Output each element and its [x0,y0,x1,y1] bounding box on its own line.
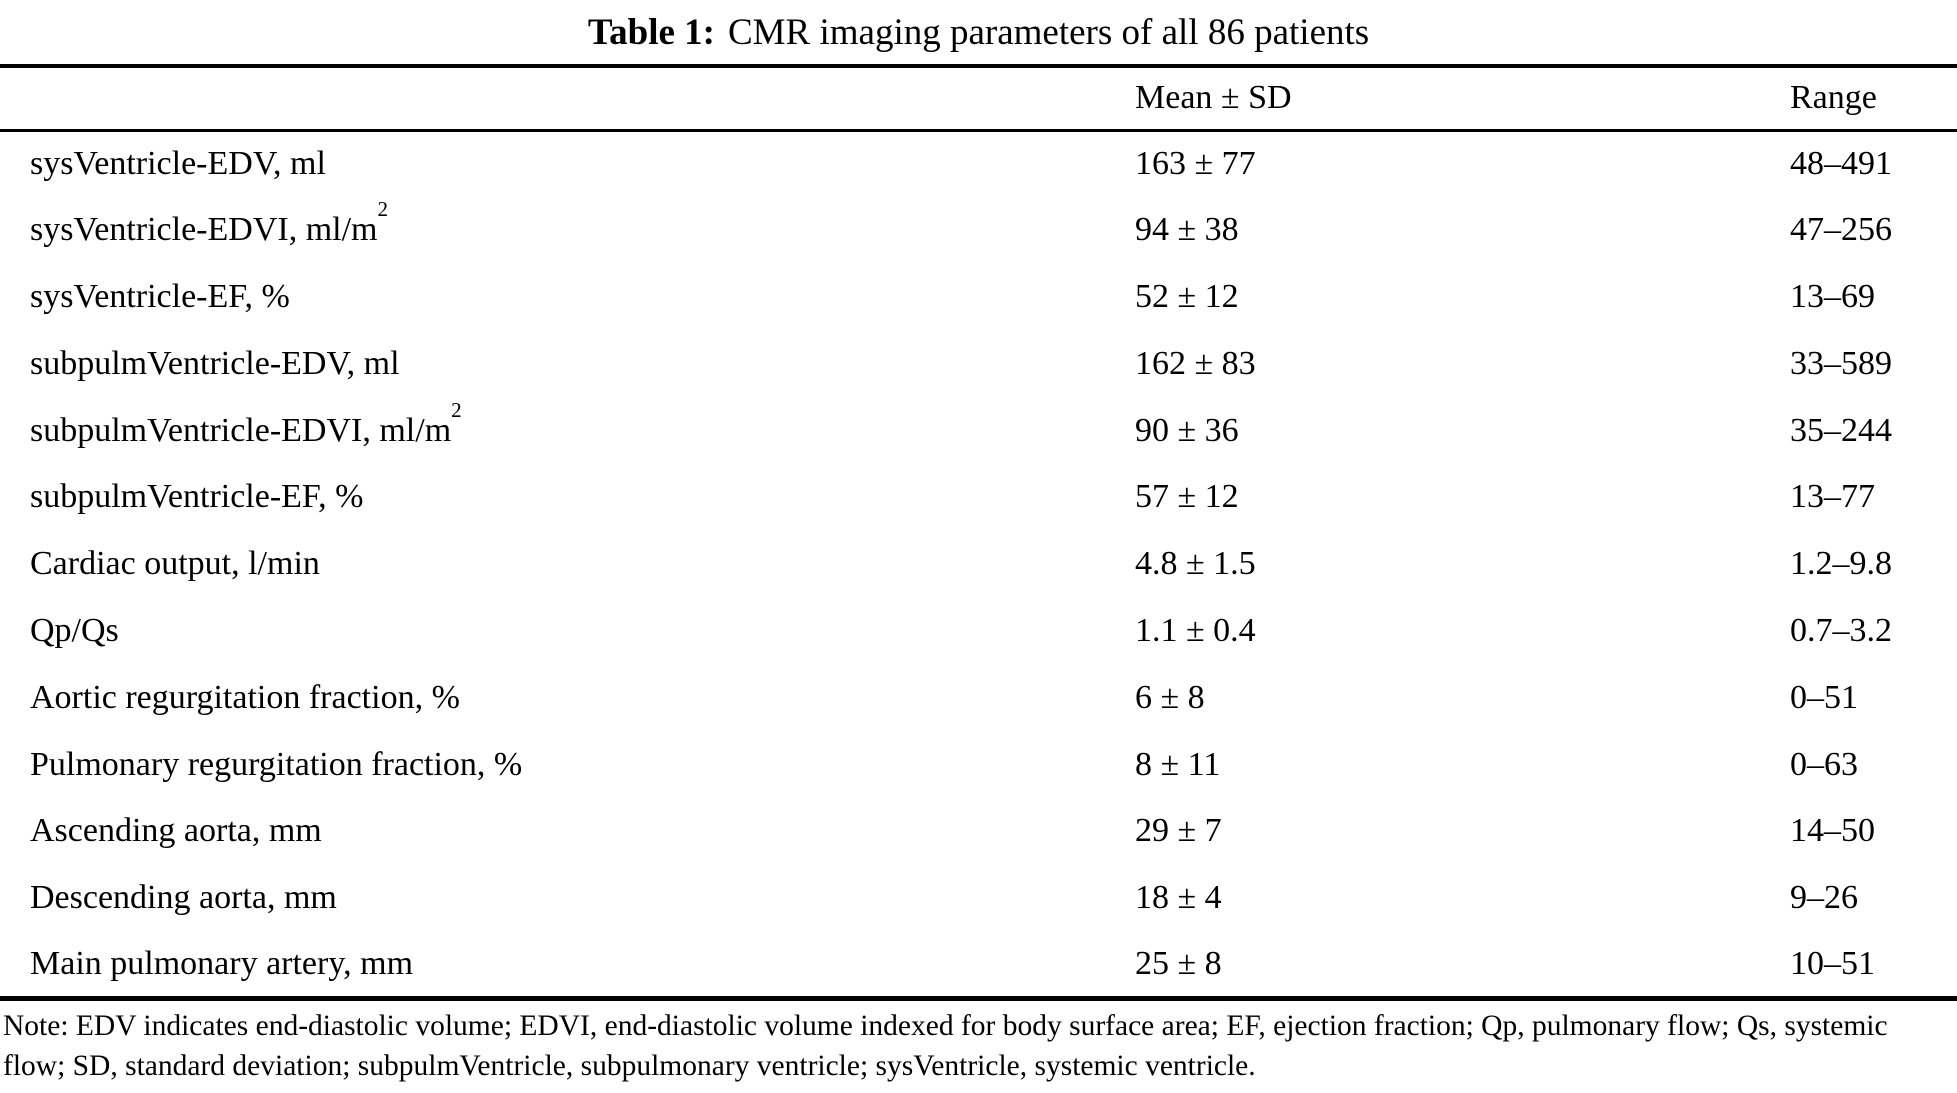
range-cell: 10–51 [1790,944,1875,982]
param-label: sysVentricle-EDV, ml [30,145,326,183]
param-label: Main pulmonary artery, mm [30,944,414,982]
param-label: Descending aorta, mm [30,879,337,917]
table-row: Ascending aorta, mm 29 ± 7 14–50 [0,798,1957,865]
param-label: sysVentricle-EDVI, ml/m [30,211,378,249]
table-caption: Table 1: CMR imaging parameters of all 8… [0,0,1957,64]
table-row: sysVentricle-EDV, ml 163 ± 77 48–491 [0,130,1957,197]
table-row: Pulmonary regurgitation fraction, % 8 ± … [0,731,1957,798]
param-cell: sysVentricle-EDV, ml [0,130,1135,197]
table-caption-text: CMR imaging parameters of all 86 patient… [727,11,1370,53]
col-header-mean-sd: Mean ± SD [1135,79,1292,117]
range-cell: 9–26 [1790,879,1858,917]
param-label: Ascending aorta, mm [30,812,322,850]
table-footnote: Note: EDV indicates end-diastolic volume… [3,1009,1888,1082]
param-superscript: 2 [451,397,462,422]
mean-cell: 94 ± 38 [1135,211,1239,249]
cmr-parameters-table: Mean ± SD Range sysVentricle-EDV, ml 163… [0,64,1957,1001]
mean-cell: 163 ± 77 [1135,145,1256,183]
param-cell: Cardiac output, l/min [0,531,1135,598]
param-cell: subpulmVentricle-EDVI, ml/m2 [0,397,1135,464]
col-header-range: Range [1790,79,1877,117]
param-label: Cardiac output, l/min [30,545,320,583]
mean-cell: 29 ± 7 [1135,812,1222,850]
mean-cell: 25 ± 8 [1135,944,1222,982]
param-cell: sysVentricle-EF, % [0,264,1135,331]
table-row: Aortic regurgitation fraction, % 6 ± 8 0… [0,664,1957,731]
param-cell: Qp/Qs [0,598,1135,665]
mean-cell: 18 ± 4 [1135,879,1222,917]
param-cell: Aortic regurgitation fraction, % [0,664,1135,731]
mean-cell: 57 ± 12 [1135,478,1239,516]
range-cell: 47–256 [1790,211,1892,249]
table-row: Descending aorta, mm 18 ± 4 9–26 [0,865,1957,932]
range-cell: 13–77 [1790,478,1875,516]
table-row: subpulmVentricle-EF, % 57 ± 12 13–77 [0,464,1957,531]
range-cell: 13–69 [1790,277,1875,315]
table-row: sysVentricle-EF, % 52 ± 12 13–69 [0,264,1957,331]
range-cell: 0–63 [1790,745,1858,783]
table-row: sysVentricle-EDVI, ml/m2 94 ± 38 47–256 [0,197,1957,264]
table-header: Mean ± SD Range [0,66,1957,130]
range-cell: 14–50 [1790,812,1875,850]
param-cell: Descending aorta, mm [0,865,1135,932]
table-body: sysVentricle-EDV, ml 163 ± 77 48–491 sys… [0,130,1957,998]
range-cell: 0.7–3.2 [1790,611,1892,649]
param-cell: Pulmonary regurgitation fraction, % [0,731,1135,798]
param-superscript: 2 [377,197,389,222]
mean-cell: 162 ± 83 [1135,344,1256,382]
range-cell: 48–491 [1790,145,1892,183]
range-cell: 33–589 [1790,344,1892,382]
param-cell: sysVentricle-EDVI, ml/m2 [0,197,1135,264]
param-label: subpulmVentricle-EDVI, ml/m [30,411,452,449]
mean-cell: 4.8 ± 1.5 [1135,545,1256,583]
table-row: subpulmVentricle-EDV, ml 162 ± 83 33–589 [0,330,1957,397]
range-cell: 0–51 [1790,678,1858,716]
param-label: Qp/Qs [30,611,119,649]
param-label: subpulmVentricle-EF, % [30,478,364,516]
table-row: Cardiac output, l/min 4.8 ± 1.5 1.2–9.8 [0,531,1957,598]
mean-cell: 52 ± 12 [1135,277,1239,315]
param-label: Aortic regurgitation fraction, % [30,678,460,716]
range-cell: 35–244 [1790,411,1892,449]
param-cell: Ascending aorta, mm [0,798,1135,865]
table-row: Main pulmonary artery, mm 25 ± 8 10–51 [0,932,1957,999]
mean-cell: 90 ± 36 [1135,411,1239,449]
header-row: Mean ± SD Range [0,66,1957,130]
range-cell: 1.2–9.8 [1790,545,1892,583]
table-caption-label: Table 1: [587,11,715,53]
param-cell: subpulmVentricle-EDV, ml [0,330,1135,397]
mean-cell: 6 ± 8 [1135,678,1205,716]
mean-cell: 8 ± 11 [1135,745,1221,783]
table-row: Qp/Qs 1.1 ± 0.4 0.7–3.2 [0,598,1957,665]
col-header-parameter [0,66,1135,130]
mean-cell: 1.1 ± 0.4 [1135,611,1256,649]
param-label: subpulmVentricle-EDV, ml [30,344,400,382]
param-label: Pulmonary regurgitation fraction, % [30,745,523,783]
table-row: subpulmVentricle-EDVI, ml/m2 90 ± 36 35–… [0,397,1957,464]
param-cell: subpulmVentricle-EF, % [0,464,1135,531]
param-label: sysVentricle-EF, % [30,277,290,315]
param-cell: Main pulmonary artery, mm [0,932,1135,999]
